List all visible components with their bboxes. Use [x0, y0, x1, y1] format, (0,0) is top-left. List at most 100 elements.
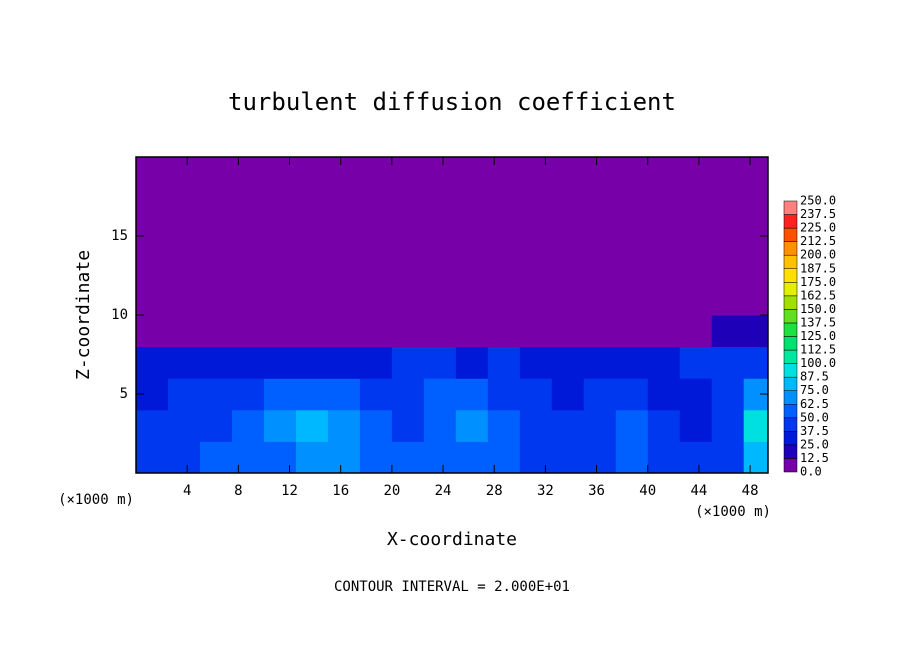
- colorbar-label: 150.0: [800, 302, 836, 316]
- y-tick-label: 15: [111, 228, 128, 244]
- cell: [743, 378, 768, 411]
- cell: [711, 378, 745, 411]
- cell: [647, 346, 681, 379]
- colorbar-label: 250.0: [800, 194, 836, 208]
- cell: [551, 315, 585, 348]
- cell: [711, 441, 745, 473]
- cell: [295, 157, 329, 316]
- colorbar-swatch: [783, 417, 798, 432]
- cell: [136, 315, 169, 348]
- cell: [295, 409, 329, 442]
- cell: [199, 409, 233, 442]
- colorbar-label: 175.0: [800, 275, 836, 289]
- colorbar-swatch: [783, 444, 798, 459]
- colorbar-swatch: [783, 200, 798, 215]
- colorbar-swatch: [783, 227, 798, 242]
- cell: [199, 157, 233, 316]
- colorbar-swatch: [783, 268, 798, 283]
- colorbar-label: 100.0: [800, 356, 836, 370]
- y-axis-label: Z-coordinate: [73, 250, 94, 380]
- cell: [231, 346, 265, 379]
- cell: [551, 346, 585, 379]
- chart-title: turbulent diffusion coefficient: [228, 88, 676, 116]
- colorbar-label: 162.5: [800, 288, 836, 302]
- cell: [647, 441, 681, 473]
- cell: [167, 441, 201, 473]
- cell: [263, 315, 297, 348]
- cell: [743, 315, 768, 348]
- colorbar-swatch: [783, 390, 798, 405]
- cell: [231, 441, 265, 473]
- cell: [391, 441, 425, 473]
- cell: [551, 157, 585, 316]
- cell: [423, 157, 457, 316]
- cell: [167, 409, 201, 442]
- x-tick-label: 24: [435, 483, 452, 499]
- cell: [615, 157, 649, 316]
- x-tick-label: 16: [332, 483, 349, 499]
- x-tick-label: 48: [742, 483, 759, 499]
- cell: [391, 157, 425, 316]
- cell: [551, 409, 585, 442]
- x-tick-label: 44: [690, 483, 707, 499]
- cell: [167, 315, 201, 348]
- cell: [455, 409, 489, 442]
- cell: [167, 157, 201, 316]
- cell: [711, 409, 745, 442]
- cell: [327, 378, 361, 411]
- cell: [519, 315, 553, 348]
- colorbar-swatch: [783, 336, 798, 351]
- cell: [615, 409, 649, 442]
- cell: [263, 346, 297, 379]
- colorbar-swatch: [783, 404, 798, 419]
- cell: [519, 409, 553, 442]
- x-tick-label: 40: [639, 483, 656, 499]
- footer-note: CONTOUR INTERVAL = 2.000E+01: [334, 579, 570, 595]
- cell: [615, 441, 649, 473]
- colorbar-swatch: [783, 282, 798, 297]
- cell: [519, 441, 553, 473]
- cell: [551, 378, 585, 411]
- cell: [423, 315, 457, 348]
- colorbar-swatch: [783, 458, 798, 473]
- cell: [327, 441, 361, 473]
- cell: [583, 409, 617, 442]
- x-tick-label: 20: [383, 483, 400, 499]
- cell: [263, 378, 297, 411]
- cell: [231, 378, 265, 411]
- colorbar-swatch: [783, 214, 798, 229]
- cell: [519, 378, 553, 411]
- cell: [295, 315, 329, 348]
- cell: [359, 409, 393, 442]
- cell: [295, 441, 329, 473]
- cell: [583, 315, 617, 348]
- colorbar-label: 125.0: [800, 329, 836, 343]
- cell: [455, 315, 489, 348]
- cell: [231, 315, 265, 348]
- cell: [359, 378, 393, 411]
- cell: [199, 441, 233, 473]
- cell: [136, 409, 169, 442]
- cell: [295, 346, 329, 379]
- cell: [359, 346, 393, 379]
- cell: [487, 315, 521, 348]
- cell: [743, 157, 768, 316]
- cell: [487, 378, 521, 411]
- cell: [423, 378, 457, 411]
- cell: [711, 346, 745, 379]
- x-tick-label: 32: [537, 483, 554, 499]
- colorbar-swatch: [783, 363, 798, 378]
- x-tick-label: 8: [234, 483, 242, 499]
- cell: [327, 157, 361, 316]
- colorbar-swatch: [783, 322, 798, 337]
- y-tick-label: 10: [111, 307, 128, 323]
- cell: [136, 346, 169, 379]
- cell: [615, 346, 649, 379]
- colorbar-label: 200.0: [800, 248, 836, 262]
- cell: [487, 409, 521, 442]
- cell: [647, 315, 681, 348]
- cell: [647, 409, 681, 442]
- colorbar-label: 187.5: [800, 261, 836, 275]
- cell: [423, 346, 457, 379]
